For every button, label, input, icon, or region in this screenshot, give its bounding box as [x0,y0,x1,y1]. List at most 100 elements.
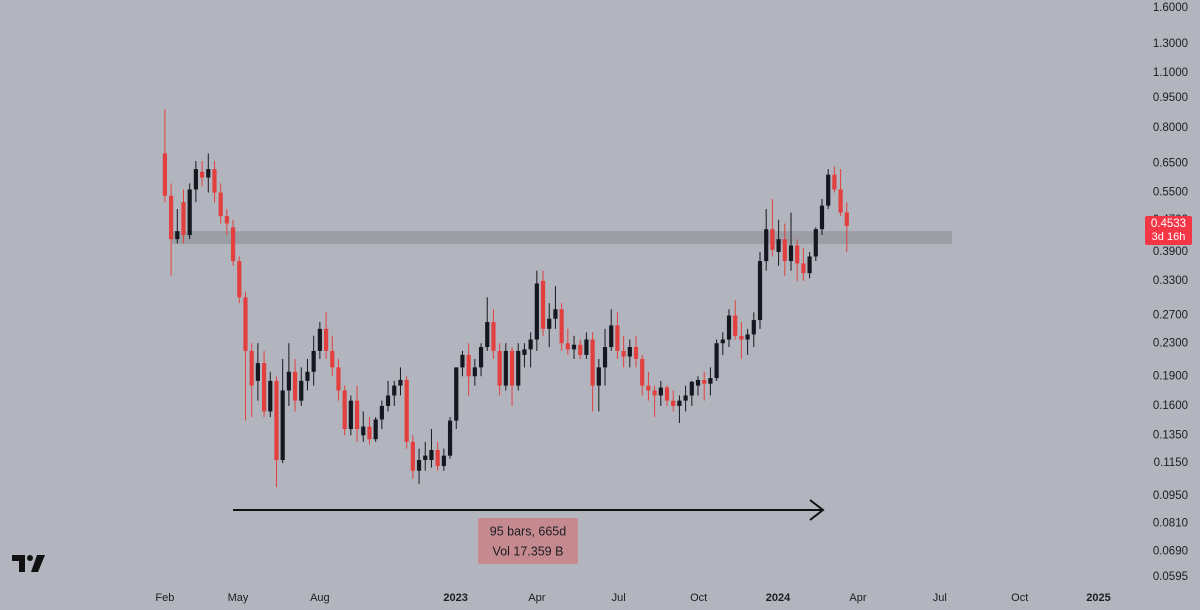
candle-body [435,450,440,467]
candle-body [733,315,738,336]
candle-body [528,339,533,350]
candle-body [522,349,527,355]
y-tick-label: 0.0810 [1153,518,1188,530]
candle-body [299,380,304,401]
candle-body [423,455,428,461]
measure-bars: 95 bars, 665d [490,524,566,538]
candle-body [677,400,682,406]
candle-body [801,263,806,274]
y-tick-label: 0.1600 [1153,400,1188,412]
candle-body [671,400,676,406]
candle-body [237,261,242,298]
candle-body [838,189,843,213]
y-tick-label: 0.0950 [1153,490,1188,502]
axis-layer: 1.6000 1.3000 1.1000 0.9500 0.8000 0.6500 0.55… [155,2,1192,604]
candle-body [460,354,465,368]
candle-body [311,350,316,372]
candle-body [782,239,787,262]
y-tick-label: 0.2300 [1153,337,1188,349]
candle-body [274,380,279,461]
candle-body [491,322,496,351]
support-zone [172,231,952,245]
candle-body [454,367,459,421]
candle-body [230,227,236,262]
candle-body [596,367,601,386]
candle-body [702,379,707,384]
candle-body [689,381,694,396]
candle-body [317,328,322,351]
candle-body [478,347,484,368]
candle-body [206,169,211,178]
candle-body [292,371,298,401]
logo-dot [27,555,33,561]
candle-body [361,426,366,436]
candle-body [751,320,756,335]
candle-body [609,325,614,348]
candle-body [534,283,539,340]
x-tick-label: Oct [690,592,707,604]
candle-body [175,231,180,240]
measure-arrowhead [809,499,825,521]
candle-body [336,367,341,391]
candle-body [695,379,701,386]
candle-body [485,322,490,348]
price-tag-label: 0.4533 [1151,218,1186,230]
candle-body [354,400,360,430]
y-tick-label: 0.2700 [1153,310,1188,322]
measure-tool: 95 bars, 665d Vol 17.359 B [233,499,825,564]
candle-body [559,309,564,344]
y-tick-label: 0.3900 [1153,246,1188,258]
candle-body [305,371,310,381]
candle-body [658,387,663,396]
y-tick-label: 1.6000 [1153,2,1188,14]
zone-layer [172,231,952,245]
candle-body [776,239,781,252]
candle-body [708,378,713,384]
candle-body [447,420,453,456]
candle-body [602,347,608,368]
candle-body [410,441,415,471]
x-tick-label: Aug [310,592,330,604]
candle-body [342,390,347,430]
candle-body [280,390,285,461]
candle-body [633,347,639,359]
candle-body [416,460,422,471]
x-tick-label: Jul [933,592,947,604]
candle-body [286,371,291,391]
candle-body [379,405,384,420]
x-tick-label: Apr [849,592,866,604]
candle-body [739,335,744,340]
x-tick-label: 2025 [1086,592,1110,604]
logo-t [12,555,25,572]
candle-body [819,205,825,230]
y-tick-label: 0.1150 [1154,457,1188,469]
candle-body [807,256,812,274]
candle-body [621,350,626,357]
y-tick-label: 0.1350 [1153,429,1188,441]
candle-body [472,367,477,377]
candle-body [726,315,732,340]
candle-body [615,325,620,351]
candle-body [330,350,335,368]
candle-body [683,395,688,401]
candle-body [323,328,329,351]
candle-body [627,347,632,357]
candle-body [181,202,186,236]
candle-body [757,261,763,321]
candle-body [373,419,378,440]
candle-body [466,354,471,377]
y-tick-label: 0.3300 [1153,275,1188,287]
candle-body [497,350,502,386]
y-tick-label: 0.0595 [1153,571,1188,583]
x-tick-label: 2024 [766,592,791,604]
candle-body [268,380,273,412]
price-tag-countdown: 3d 16h [1152,231,1186,243]
y-tick-label: 0.8000 [1153,122,1188,134]
x-tick-label: Feb [155,592,174,604]
candle-body [255,363,260,381]
candle-body [788,245,794,262]
y-tick-label: 0.9500 [1153,92,1188,104]
candle-body [640,358,645,386]
y-tick-label: 1.3000 [1153,38,1188,50]
